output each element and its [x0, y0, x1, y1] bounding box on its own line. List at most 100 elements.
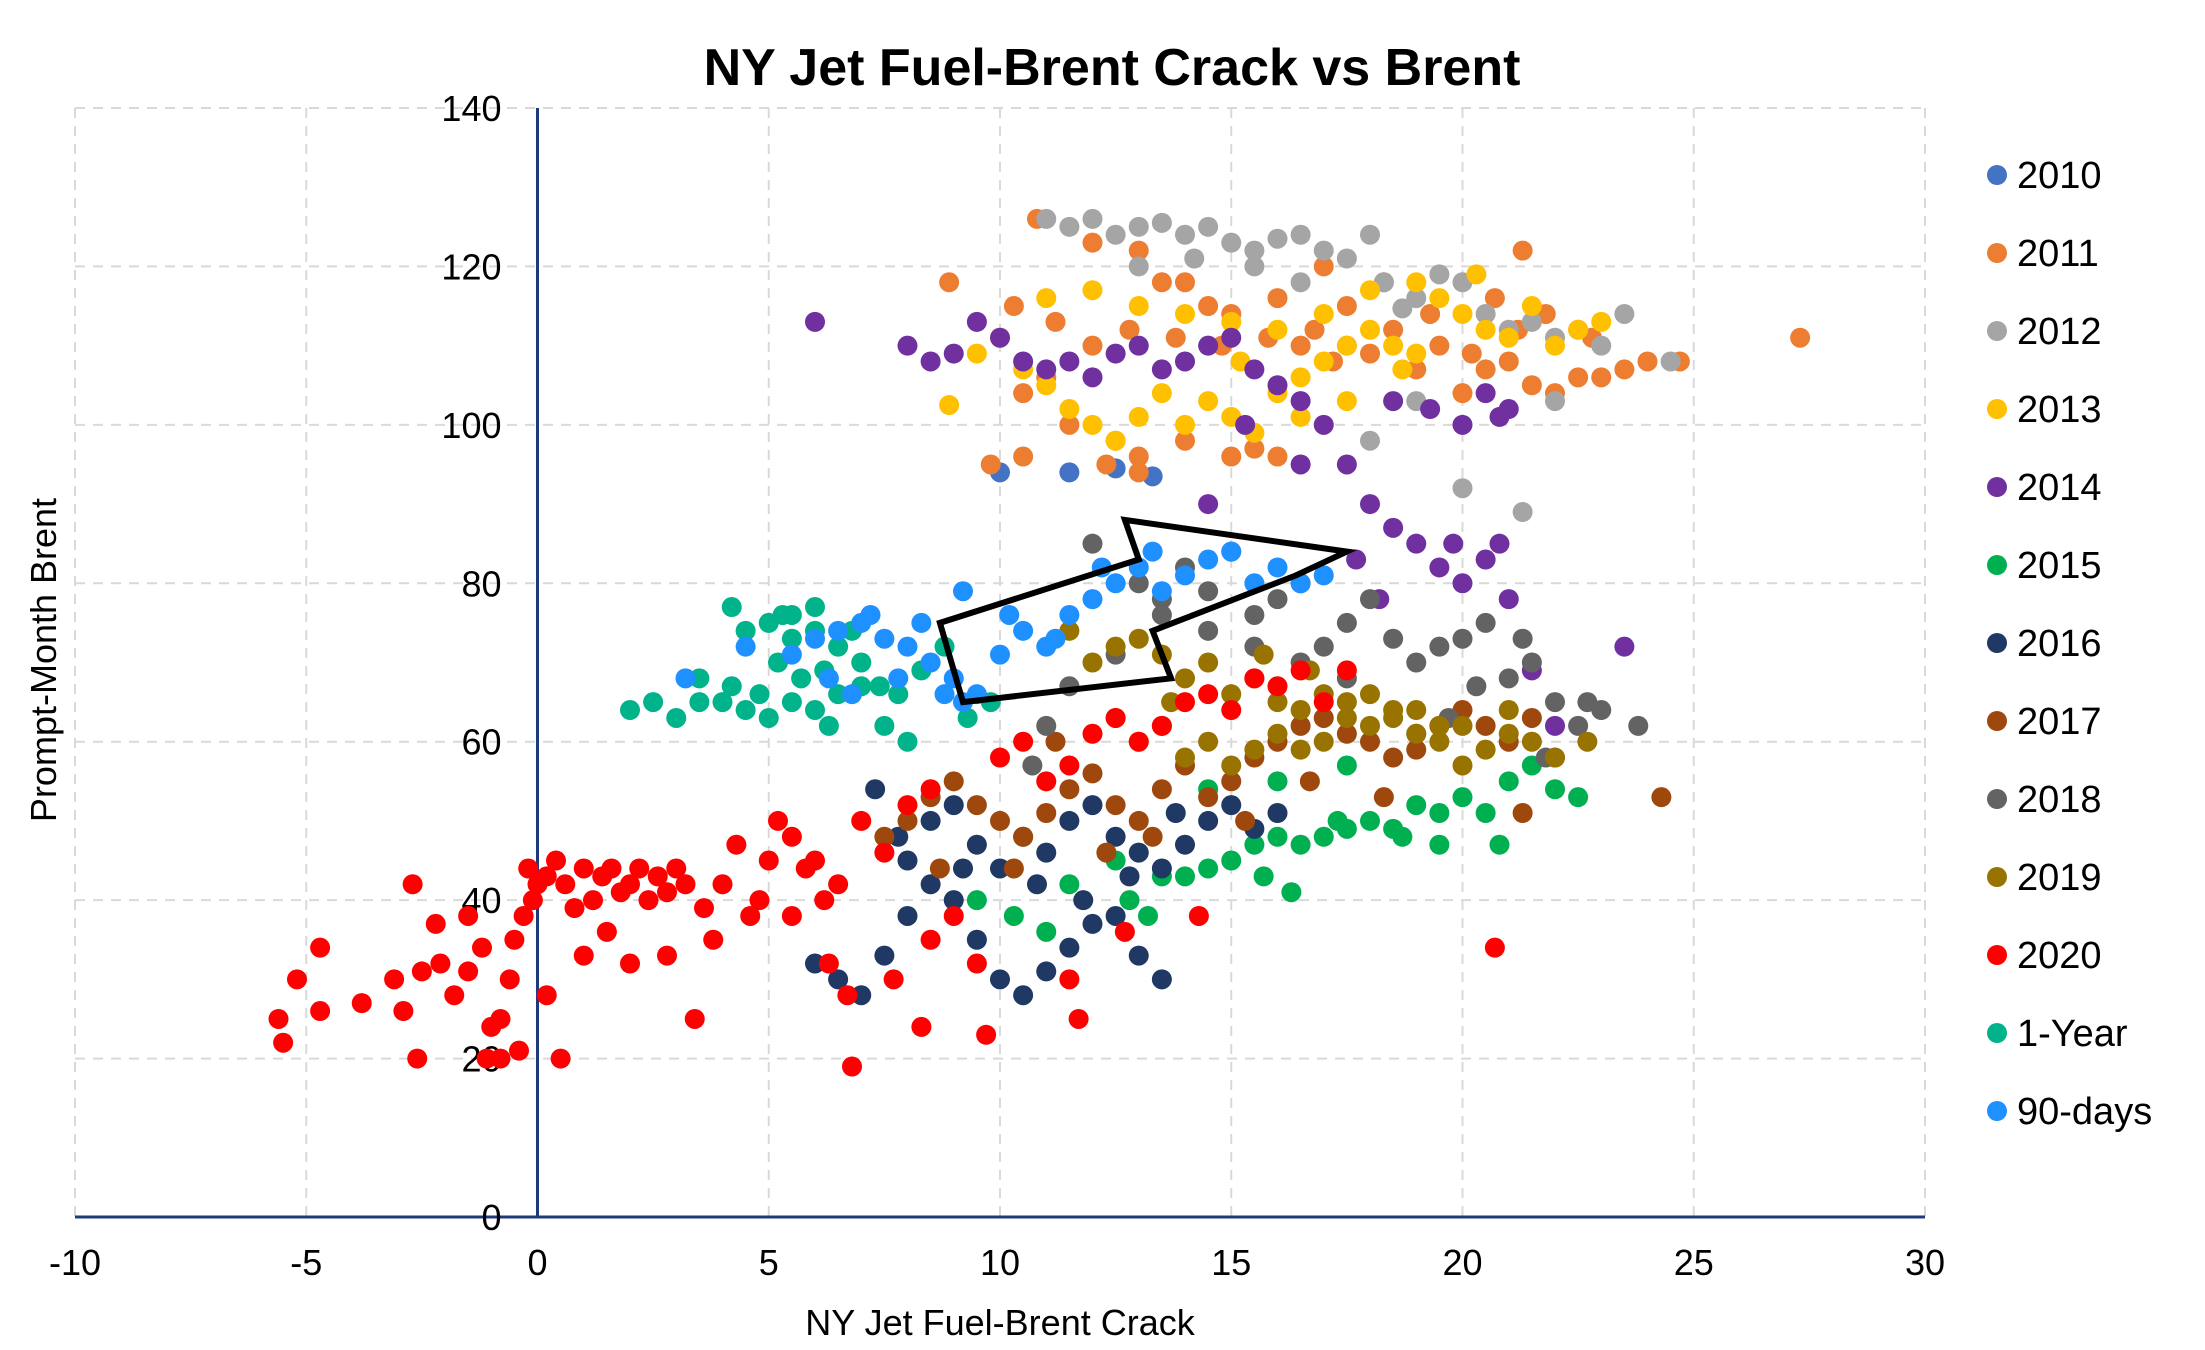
data-point	[1221, 771, 1242, 792]
x-tick-label: 5	[759, 1242, 779, 1283]
legend-item: 2018	[1987, 779, 2102, 821]
data-point	[1452, 303, 1473, 324]
data-point	[1498, 771, 1519, 792]
data-point	[1128, 240, 1149, 261]
data-point	[596, 921, 617, 942]
data-point	[1244, 256, 1265, 277]
data-point	[1244, 739, 1265, 760]
legend-label: 1-Year	[2017, 1013, 2128, 1055]
data-point	[499, 969, 520, 990]
trend-arrow-shape	[936, 516, 1358, 706]
data-point	[1406, 533, 1427, 554]
legend-item: 2011	[1987, 233, 2099, 275]
data-point	[1045, 628, 1066, 649]
data-point	[1175, 224, 1195, 245]
y-tick-label: 100	[441, 405, 501, 446]
data-point	[1151, 383, 1172, 404]
data-point	[1475, 549, 1496, 570]
data-point	[1568, 715, 1589, 736]
data-point	[1198, 731, 1219, 752]
data-point	[684, 1008, 705, 1029]
data-point	[920, 779, 941, 800]
x-tick-label: -10	[49, 1242, 101, 1283]
data-point	[425, 913, 446, 934]
data-point	[805, 953, 825, 974]
data-point	[1128, 731, 1149, 752]
data-point	[1045, 731, 1066, 752]
data-point	[1406, 739, 1427, 760]
data-point	[555, 874, 576, 895]
y-tick-label: 0	[481, 1197, 501, 1238]
axes	[75, 108, 1925, 1219]
data-point	[1175, 692, 1195, 713]
data-point	[1360, 810, 1380, 831]
data-point	[1221, 795, 1242, 816]
data-point	[1151, 604, 1172, 625]
data-point	[513, 905, 534, 926]
data-point	[1253, 644, 1274, 665]
data-point	[1290, 660, 1311, 681]
data-point	[1628, 715, 1649, 736]
data-point	[689, 692, 710, 713]
data-point	[990, 969, 1010, 990]
series-2015	[966, 723, 1589, 942]
data-point	[1313, 826, 1334, 847]
data-point	[1637, 351, 1658, 372]
data-point	[897, 335, 918, 356]
data-point	[1545, 391, 1565, 412]
data-point	[1521, 707, 1542, 728]
data-point	[1466, 676, 1487, 697]
series-90-days	[675, 541, 1334, 713]
data-point	[758, 850, 779, 871]
data-point	[1484, 288, 1505, 309]
data-point	[1128, 335, 1149, 356]
data-point	[1360, 589, 1380, 610]
data-point	[666, 707, 687, 728]
data-point	[1577, 731, 1598, 752]
data-point	[939, 272, 960, 293]
data-point	[1198, 810, 1219, 831]
data-point	[842, 1056, 862, 1077]
data-point	[837, 985, 858, 1006]
data-point	[1360, 319, 1380, 340]
data-point	[1420, 303, 1441, 324]
data-point	[1003, 296, 1024, 317]
data-point	[1545, 335, 1565, 356]
data-point	[1429, 731, 1450, 752]
data-point	[1461, 343, 1482, 364]
data-point	[939, 395, 960, 416]
legend-label: 2013	[2017, 389, 2102, 431]
data-point	[1591, 335, 1612, 356]
data-point	[1175, 747, 1195, 768]
data-point	[1221, 327, 1242, 348]
data-point	[1198, 216, 1219, 237]
data-point	[1175, 303, 1195, 324]
data-point	[1443, 533, 1464, 554]
data-point	[1059, 874, 1080, 895]
data-point	[675, 668, 696, 689]
data-point	[1406, 359, 1427, 380]
data-point	[1165, 327, 1186, 348]
data-point	[980, 454, 1001, 475]
data-point	[310, 1001, 331, 1022]
data-point	[411, 961, 432, 982]
data-point	[1452, 787, 1473, 808]
data-point	[911, 1016, 932, 1037]
data-point	[721, 597, 742, 618]
x-tick-label: -5	[290, 1242, 322, 1283]
data-point	[860, 604, 881, 625]
data-point	[564, 898, 585, 919]
data-point	[1036, 842, 1057, 863]
data-point	[1336, 335, 1357, 356]
data-point	[1105, 343, 1126, 364]
data-point	[966, 890, 987, 911]
data-point	[1151, 858, 1172, 879]
data-point	[1790, 327, 1811, 348]
x-tick-label: 15	[1211, 1242, 1251, 1283]
legend-marker	[1987, 321, 2007, 341]
data-point	[1475, 739, 1496, 760]
data-point	[1383, 335, 1404, 356]
legend-label: 2010	[2017, 155, 2102, 197]
data-point	[1429, 803, 1450, 824]
